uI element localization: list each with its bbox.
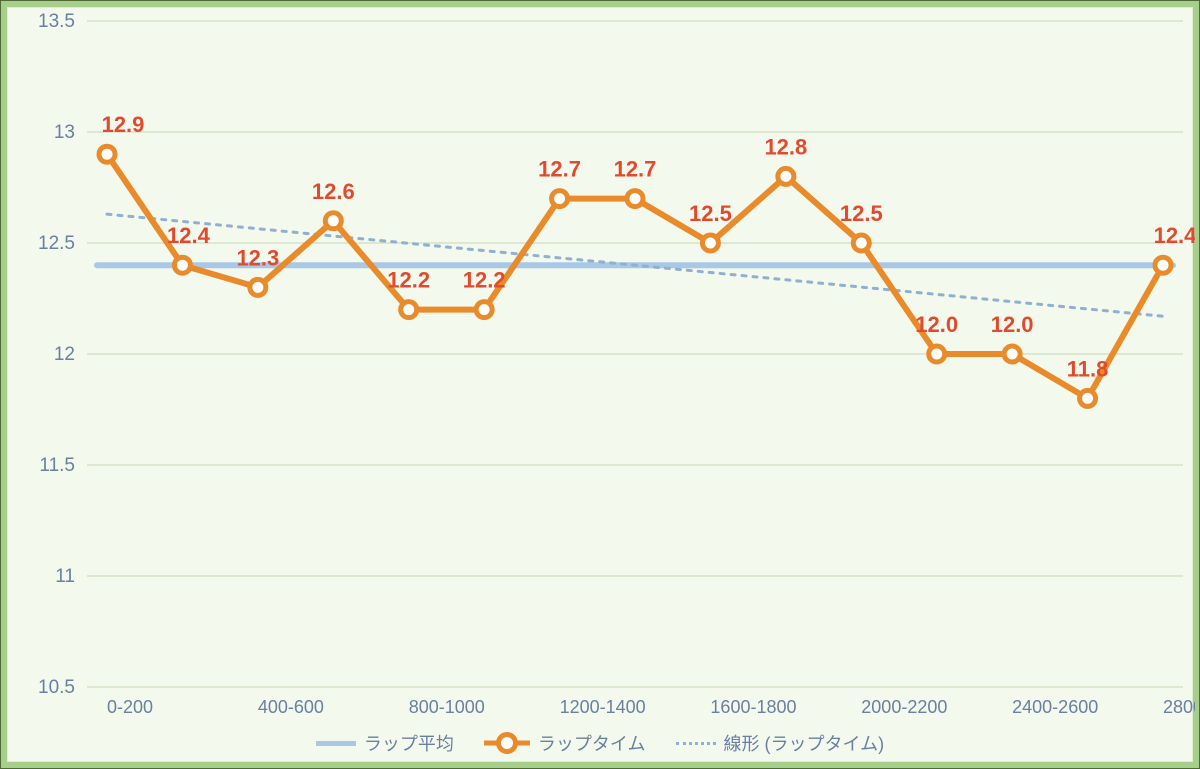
legend: ラップ平均 ラップタイム 線形 (ラップタイム) [7, 730, 1193, 756]
plot-area: 10.5 11 11.5 12 12.5 13 13.5 0-200 400-600 800-10… [7, 7, 1193, 762]
svg-text:11: 11 [55, 566, 75, 587]
svg-text:13: 13 [54, 122, 75, 143]
svg-text:0-200: 0-200 [107, 697, 153, 717]
svg-text:11.8: 11.8 [1067, 356, 1109, 381]
legend-item-series: ラップタイム [484, 730, 646, 756]
svg-text:12: 12 [54, 344, 75, 365]
svg-text:12.7: 12.7 [538, 157, 581, 182]
legend-swatch-series [484, 735, 530, 751]
svg-text:2800-3000: 2800-3000 [1163, 697, 1195, 717]
svg-text:12.5: 12.5 [840, 201, 883, 226]
legend-label-average: ラップ平均 [364, 730, 454, 756]
svg-text:1200-1400: 1200-1400 [560, 697, 646, 717]
svg-text:12.6: 12.6 [312, 179, 355, 204]
legend-item-trend: 線形 (ラップタイム) [676, 730, 885, 756]
svg-text:11.5: 11.5 [39, 455, 75, 476]
svg-text:800-1000: 800-1000 [409, 697, 485, 717]
svg-text:12.5: 12.5 [38, 233, 75, 254]
svg-text:12.8: 12.8 [764, 134, 807, 159]
svg-text:12.5: 12.5 [689, 201, 732, 226]
svg-text:12.2: 12.2 [387, 268, 430, 293]
svg-text:1600-1800: 1600-1800 [710, 697, 796, 717]
svg-text:12.0: 12.0 [915, 312, 958, 337]
chart-panel: 10.5 11 11.5 12 12.5 13 13.5 0-200 400-600 800-10… [7, 7, 1193, 762]
legend-item-average: ラップ平均 [316, 730, 454, 756]
svg-text:12.9: 12.9 [102, 112, 145, 137]
svg-text:12.4: 12.4 [1154, 223, 1195, 248]
svg-text:2400-2600: 2400-2600 [1012, 697, 1098, 717]
svg-text:13.5: 13.5 [38, 11, 75, 32]
svg-text:12.3: 12.3 [236, 245, 279, 270]
legend-swatch-average [316, 741, 356, 746]
svg-text:10.5: 10.5 [38, 677, 75, 698]
svg-text:400-600: 400-600 [258, 697, 324, 717]
legend-swatch-trend [676, 742, 716, 745]
chart-outer: 10.5 11 11.5 12 12.5 13 13.5 0-200 400-600 800-10… [0, 0, 1200, 769]
svg-text:12.2: 12.2 [463, 268, 506, 293]
svg-text:2000-2200: 2000-2200 [861, 697, 947, 717]
svg-text:12.4: 12.4 [167, 223, 211, 248]
legend-label-trend: 線形 (ラップタイム) [724, 730, 885, 756]
svg-text:12.0: 12.0 [991, 312, 1034, 337]
legend-label-series: ラップタイム [538, 730, 646, 756]
svg-text:12.7: 12.7 [614, 157, 657, 182]
chart-svg: 10.5 11 11.5 12 12.5 13 13.5 0-200 400-600 800-10… [7, 7, 1195, 764]
